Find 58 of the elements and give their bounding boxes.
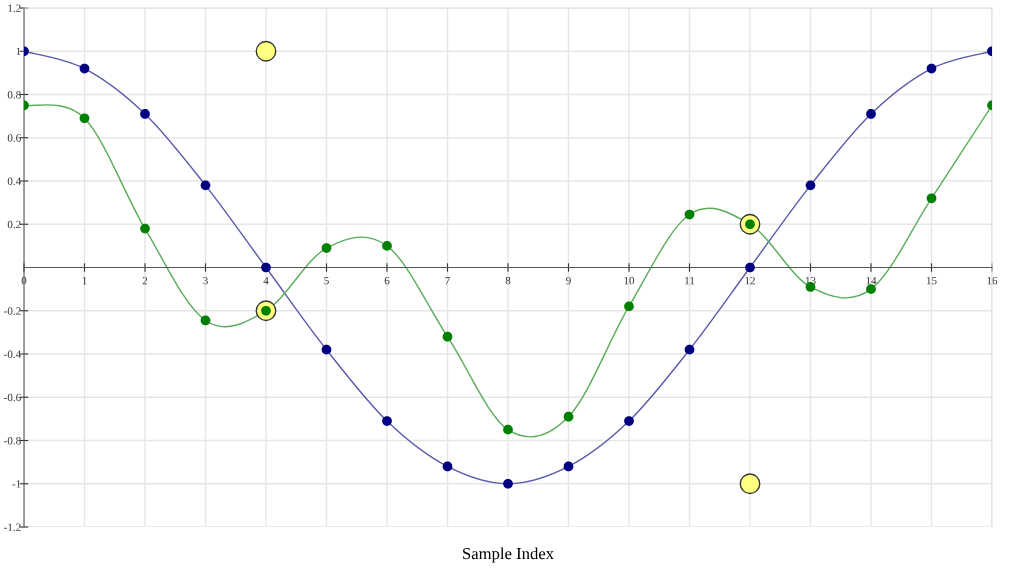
point [321, 243, 332, 253]
point [745, 262, 755, 273]
y-tick-label: -1.2 [4, 523, 21, 532]
y-tick-label: -0.2 [4, 307, 21, 315]
x-tick-label: 1 [82, 276, 87, 285]
point [684, 344, 695, 355]
y-tick-label: 0.4 [7, 177, 22, 186]
point [442, 331, 453, 342]
point [624, 301, 634, 312]
point [321, 344, 332, 355]
x-axis-title: Sample Index [463, 547, 554, 563]
y-tick-label: 0.2 [7, 220, 21, 229]
y-tick-label: -0.4 [4, 350, 22, 359]
x-tick-label: 9 [566, 276, 571, 285]
x-tick-label: 11 [685, 276, 695, 285]
point [624, 416, 634, 426]
x-tick-label: 3 [203, 276, 208, 285]
point [739, 473, 761, 495]
point [926, 193, 937, 204]
point [79, 113, 90, 124]
y-tick-label: 1.2 [8, 4, 21, 13]
x-tick-label: 4 [263, 276, 269, 285]
point [200, 315, 211, 326]
point [140, 223, 150, 234]
y-tick-label: 0.8 [7, 90, 21, 99]
point [926, 63, 937, 74]
point [200, 180, 211, 191]
x-tick-label: 2 [142, 276, 148, 285]
point [382, 416, 392, 426]
point [382, 241, 392, 251]
point [563, 411, 574, 422]
x-tick-label: 12 [745, 276, 755, 285]
point [442, 461, 453, 472]
y-tick-label: 1 [16, 47, 21, 56]
point [503, 424, 513, 435]
point [866, 284, 876, 294]
point [255, 40, 277, 62]
y-tick-label: -0.6 [4, 393, 21, 402]
x-tick-label: 8 [505, 276, 511, 285]
x-tick-label: 0 [21, 276, 27, 285]
point [563, 461, 574, 472]
point [684, 209, 695, 220]
y-tick-label: 0.6 [7, 134, 21, 142]
x-tick-label: 16 [987, 276, 998, 285]
x-tick-label: 15 [926, 276, 937, 285]
x-tick-label: 5 [324, 276, 329, 285]
y-tick-label: -0.8 [4, 436, 21, 445]
point [503, 478, 513, 489]
x-tick-label: 14 [866, 276, 877, 285]
point [805, 180, 816, 191]
x-tick-label: 7 [445, 276, 450, 285]
point [140, 109, 150, 119]
point [866, 109, 876, 119]
x-tick-label: 10 [624, 276, 635, 285]
point [79, 63, 90, 74]
y-tick-label: -1 [12, 480, 21, 488]
x-tick-label: 6 [384, 276, 390, 285]
point [261, 262, 271, 273]
